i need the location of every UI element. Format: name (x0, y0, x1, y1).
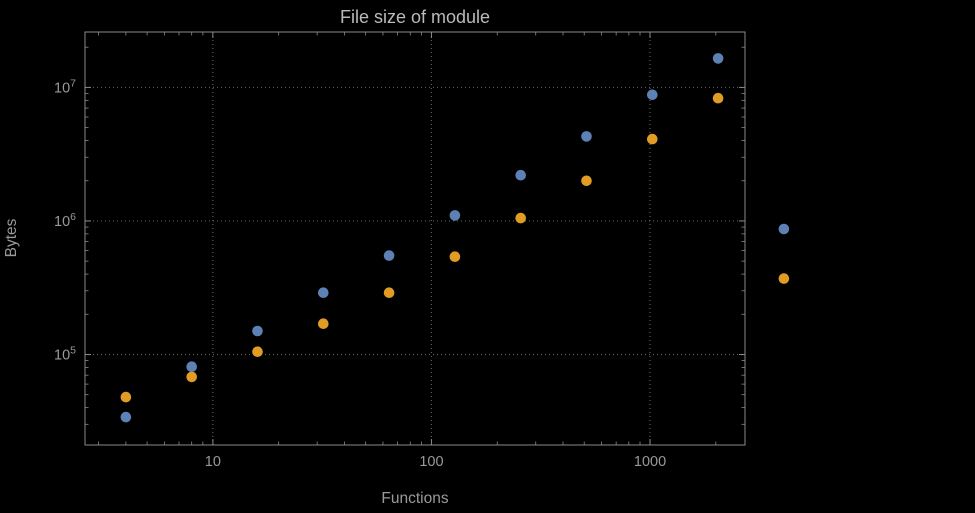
y-axis-label: Bytes (3, 218, 20, 257)
gridlines (85, 32, 745, 445)
data-point-series-blue (778, 223, 790, 235)
data-point-series-orange (318, 318, 329, 330)
data-point-series-blue (383, 250, 395, 261)
data-point-series-blue (252, 325, 263, 337)
data-point-series-orange (120, 391, 132, 403)
data-points (120, 53, 790, 423)
data-point-series-orange (647, 133, 658, 145)
data-point-series-blue (712, 53, 724, 64)
x-tick-label: 100 (419, 454, 443, 470)
data-point-series-blue (449, 210, 461, 221)
data-point-series-blue (581, 131, 592, 142)
tick-labels: 10 100 1000 105 106 107 (54, 77, 666, 470)
data-point-series-orange (449, 251, 461, 262)
data-point-series-orange (383, 287, 395, 299)
data-point-series-orange (778, 273, 790, 284)
plot-frame (84, 31, 746, 446)
tick-marks (85, 32, 745, 445)
data-point-series-blue (318, 287, 329, 299)
y-tick-label: 106 (54, 211, 76, 230)
data-point-series-blue (120, 411, 132, 423)
data-point-series-orange (712, 92, 724, 104)
x-tick-label: 10 (205, 454, 221, 470)
x-axis-label: Functions (381, 490, 448, 507)
data-point-series-blue (647, 89, 658, 101)
data-point-series-blue (186, 361, 197, 373)
data-point-series-orange (515, 212, 526, 224)
y-tick-label: 107 (54, 77, 76, 96)
data-point-series-orange (581, 175, 592, 187)
x-tick-label: 1000 (634, 454, 666, 470)
data-point-series-orange (252, 346, 263, 358)
data-point-series-orange (186, 371, 197, 383)
chart-title: File size of module (340, 7, 490, 27)
y-tick-label: 105 (54, 344, 76, 363)
data-point-series-blue (515, 169, 526, 181)
